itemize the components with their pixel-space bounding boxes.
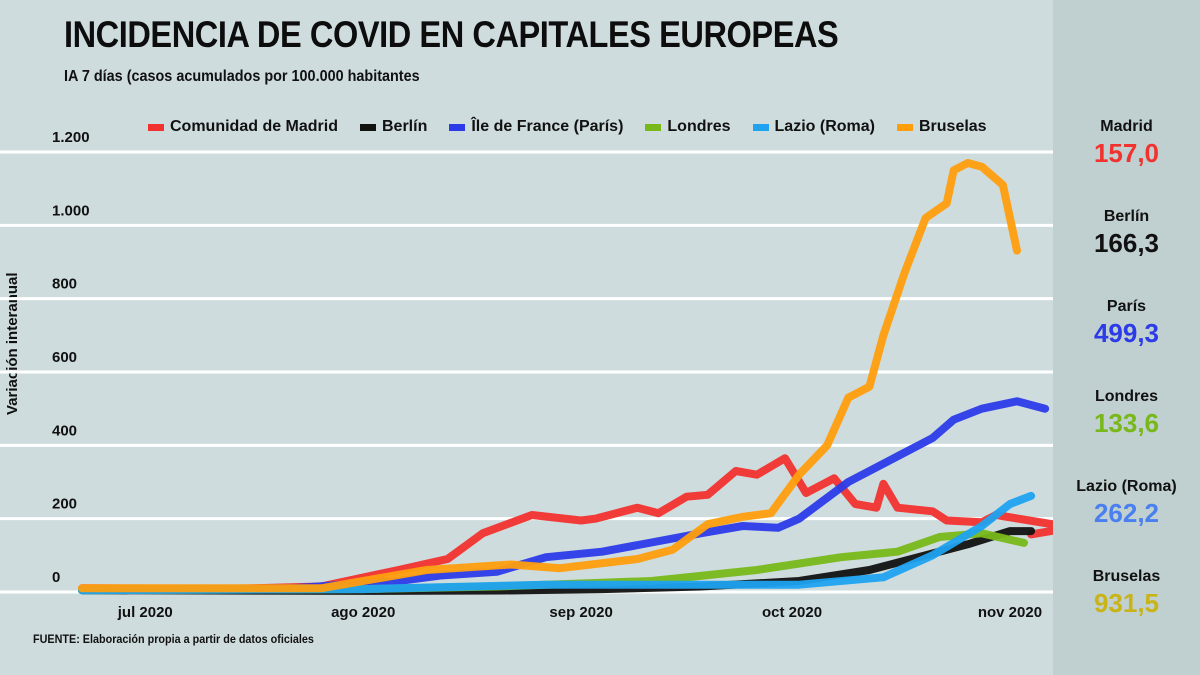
y-tick-label: 1.000 [52, 202, 90, 219]
legend-label: Bruselas [918, 118, 987, 135]
y-tick-label: 0 [52, 569, 60, 586]
x-tick-label: sep 2020 [549, 604, 612, 621]
legend-swatch [896, 123, 913, 131]
latest-value-name: Madrid [1100, 118, 1153, 135]
latest-value-name: Berlín [1103, 208, 1150, 225]
series-line-bruselas [78, 159, 1021, 593]
y-tick-label: 600 [52, 349, 77, 366]
y-tick-label: 200 [52, 496, 77, 513]
legend-swatch [360, 123, 376, 131]
latest-value-name: Lazio (Roma) [1076, 478, 1177, 495]
latest-value-number: 133,6 [1093, 408, 1160, 438]
series-line-lazio-roma- [78, 491, 1036, 595]
legend-swatch [645, 123, 662, 131]
legend-item: Londres [645, 118, 731, 136]
legend-label: Comunidad de Madrid [170, 118, 338, 135]
series-line--le-de-france-par-s- [78, 397, 1050, 595]
legend-item: Lazio (Roma) [752, 118, 875, 136]
latest-value-item: Bruselas 931,5 [1053, 568, 1200, 619]
latest-value-number: 262,2 [1093, 498, 1160, 528]
latest-value-item: París 499,3 [1053, 298, 1200, 349]
legend-label: Londres [667, 118, 731, 135]
legend: Comunidad de Madrid Berlín Île de France (… [148, 118, 987, 136]
latest-value-item: Lazio (Roma) 262,2 [1053, 478, 1200, 529]
y-tick-label: 800 [52, 276, 77, 293]
latest-value-name: Londres [1094, 388, 1159, 405]
legend-item: Bruselas [896, 118, 987, 136]
legend-swatch [148, 123, 164, 131]
latest-value-item: Madrid 157,0 [1053, 118, 1200, 169]
x-tick-label: jul 2020 [117, 604, 173, 621]
gridlines [0, 150, 1053, 594]
latest-value-number: 931,5 [1093, 588, 1160, 618]
latest-value-item: Berlín 166,3 [1053, 208, 1200, 259]
x-ticks: jul 2020 ago 2020 sep 2020 oct 2020 nov 2020 [117, 604, 1042, 621]
line-chart: 0 200 400 600 800 1.000 1.200 jul 2020 ago 2020… [0, 129, 1053, 621]
legend-label: Berlín [382, 118, 428, 135]
x-tick-label: ago 2020 [331, 604, 395, 621]
latest-value-name: Bruselas [1092, 568, 1161, 585]
latest-value-number: 157,0 [1093, 138, 1160, 168]
legend-swatch [449, 123, 466, 131]
y-tick-label: 400 [52, 422, 77, 439]
latest-value-item: Londres 133,6 [1053, 388, 1200, 439]
y-tick-label: 1.200 [52, 129, 90, 146]
x-tick-label: nov 2020 [978, 604, 1042, 621]
legend-item: Comunidad de Madrid [148, 118, 338, 136]
series-lines [78, 159, 1053, 595]
legend-item: Île de France (París) [449, 118, 623, 136]
latest-values-panel: Madrid 157,0 Berlín 166,3 París 499,3 Londres 1… [1053, 0, 1200, 675]
x-tick-label: oct 2020 [762, 604, 822, 621]
latest-value-name: París [1106, 298, 1147, 315]
y-ticks: 0 200 400 600 800 1.000 1.200 [52, 129, 90, 586]
latest-value-number: 166,3 [1093, 228, 1160, 258]
legend-swatch [752, 123, 769, 131]
legend-label: Lazio (Roma) [774, 118, 875, 135]
legend-item: Berlín [360, 118, 427, 136]
chart-title: INCIDENCIA DE COVID EN CAPITALES EUROPEA… [64, 14, 839, 55]
latest-value-number: 499,3 [1093, 318, 1160, 348]
legend-label: Île de France (París) [471, 118, 624, 135]
source-note: FUENTE: Elaboración propia a partir de d… [33, 632, 314, 646]
chart-subtitle: IA 7 días (casos acumulados por 100.000 … [64, 68, 420, 85]
series-line-comunidad-de-madrid [78, 454, 1053, 594]
